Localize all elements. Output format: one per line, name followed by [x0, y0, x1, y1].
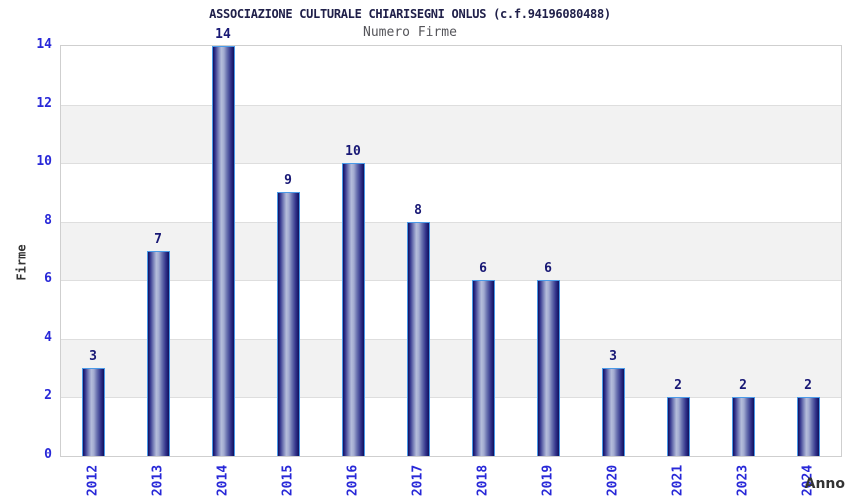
x-tick-label: 2017	[410, 464, 426, 497]
x-tick-label: 2019	[540, 464, 556, 497]
bar-value-label: 6	[544, 261, 552, 276]
bar-value-label: 6	[479, 261, 487, 276]
bar-2014	[212, 46, 235, 456]
x-tick-label: 2018	[475, 464, 491, 497]
gridline	[61, 163, 841, 165]
x-axis-title: Anno	[804, 476, 845, 492]
x-tick-label: 2015	[280, 464, 296, 497]
plot-band	[61, 397, 841, 456]
plot-band	[61, 280, 841, 339]
plot-band	[61, 163, 841, 222]
x-tick-label: 2012	[85, 464, 101, 497]
plot-band	[61, 104, 841, 164]
plot-band	[61, 338, 841, 398]
bar-value-label: 10	[345, 144, 361, 159]
y-tick-label: 14	[36, 37, 52, 52]
bar-2018	[472, 280, 495, 456]
bar-value-label: 9	[284, 173, 292, 188]
plot-area	[60, 45, 842, 457]
gridline	[61, 280, 841, 282]
bar-value-label: 2	[739, 378, 747, 393]
x-tick-label: 2021	[670, 464, 686, 497]
plot-band	[61, 221, 841, 281]
gridline	[61, 338, 841, 340]
bar-2020	[602, 368, 625, 456]
bar-value-label: 2	[674, 378, 682, 393]
y-tick-label: 4	[44, 329, 52, 345]
y-tick-label: 12	[36, 95, 52, 111]
bar-value-label: 14	[215, 27, 231, 42]
plot-band	[61, 46, 841, 105]
bar-value-label: 3	[89, 349, 97, 364]
y-tick-label: 2	[44, 388, 52, 404]
bar-2015	[277, 192, 300, 456]
x-tick-label: 2020	[605, 464, 621, 497]
bar-2016	[342, 163, 365, 456]
bar-2024	[797, 397, 820, 456]
bar-2023	[732, 397, 755, 456]
x-tick-label: 2023	[735, 464, 751, 497]
bar-value-label: 7	[154, 232, 162, 247]
bar-value-label: 8	[414, 203, 422, 218]
x-tick-label: 2014	[215, 464, 231, 497]
bar-2017	[407, 222, 430, 456]
chart-title: ASSOCIAZIONE CULTURALE CHIARISEGNI ONLUS…	[209, 7, 611, 21]
x-tick-label: 2016	[345, 464, 361, 497]
bar-2019	[537, 280, 560, 456]
bar-2021	[667, 397, 690, 456]
bar-2013	[147, 251, 170, 456]
bar-value-label: 3	[609, 349, 617, 364]
y-tick-label: 10	[36, 154, 52, 170]
y-tick-label: 8	[44, 212, 52, 228]
bar-value-label: 2	[804, 378, 812, 393]
gridline	[61, 397, 841, 399]
y-tick-label: 0	[44, 447, 52, 462]
chart-subtitle: Numero Firme	[363, 25, 457, 40]
x-tick-label: 2013	[150, 464, 166, 497]
bar-2012	[82, 368, 105, 456]
y-tick-label: 6	[44, 271, 52, 287]
gridline	[61, 221, 841, 223]
gridline	[61, 104, 841, 106]
